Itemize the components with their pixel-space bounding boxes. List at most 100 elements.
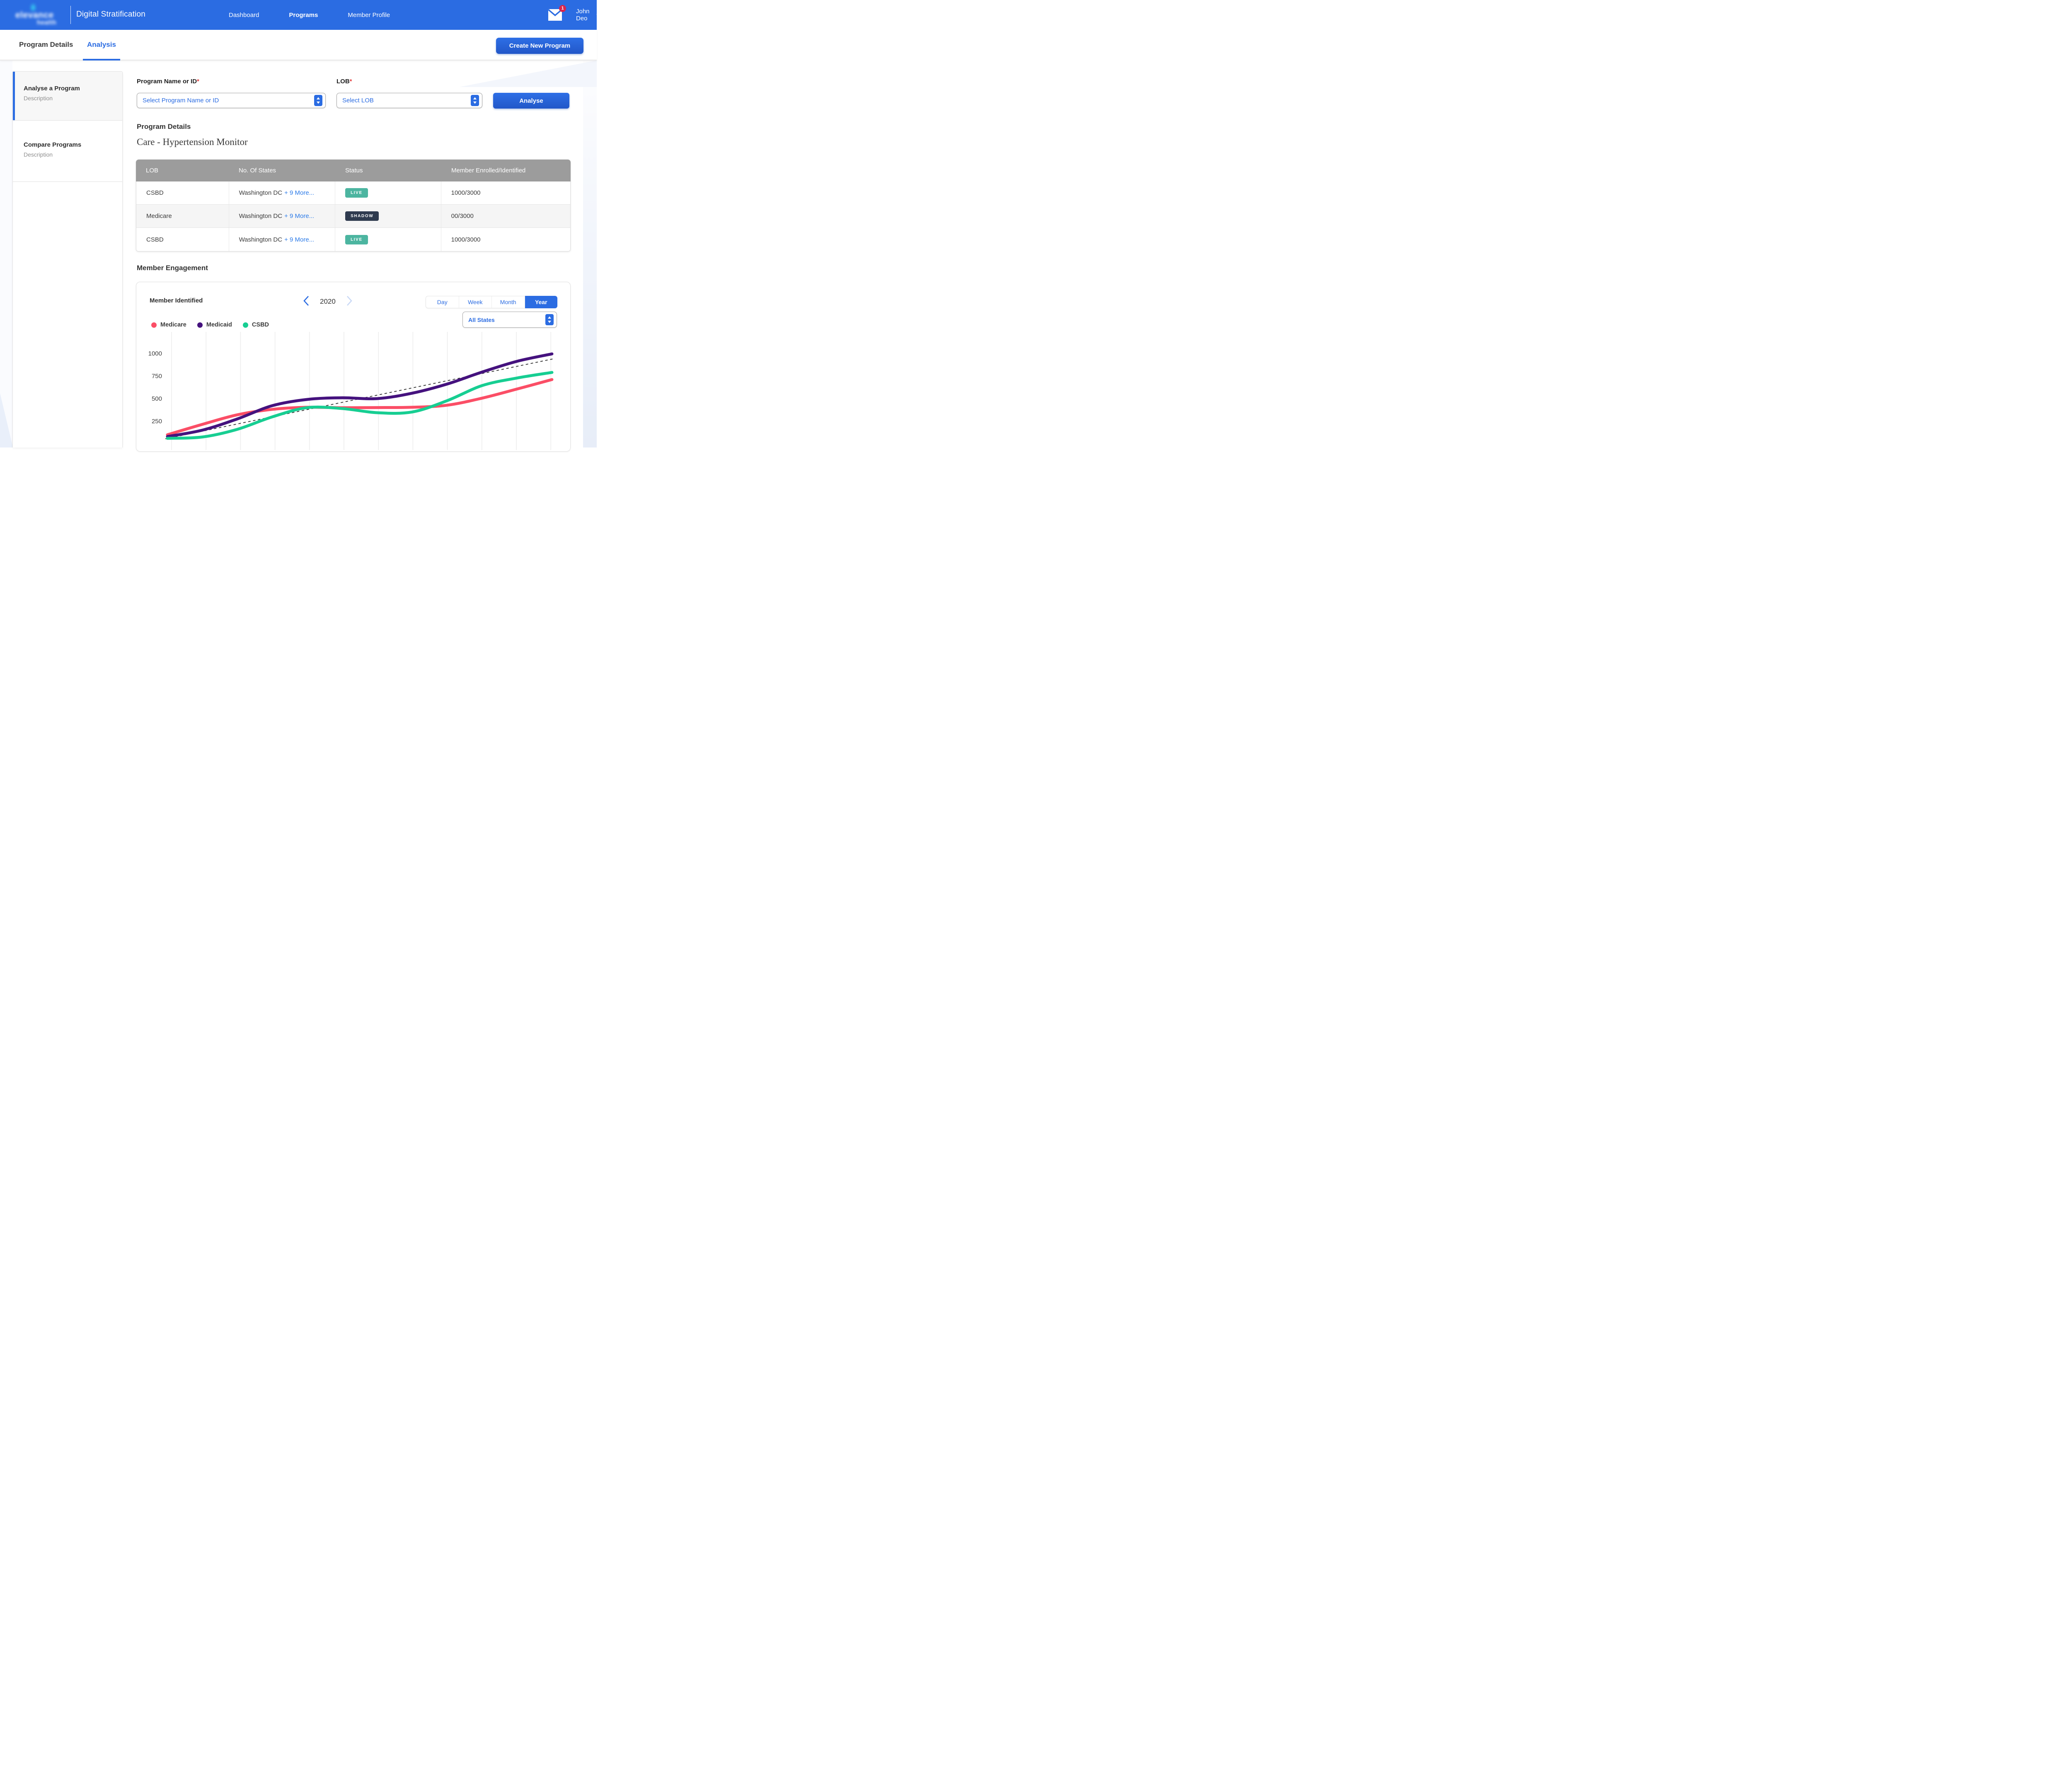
background-right-strip bbox=[583, 60, 597, 448]
tab-analysis[interactable]: Analysis bbox=[87, 41, 116, 48]
notification-badge: 1 bbox=[559, 5, 566, 12]
table-row: CSBD Washington DC + 9 More... LIVE 1000/300… bbox=[136, 228, 570, 251]
legend-label: Medicaid bbox=[206, 322, 232, 328]
next-year-button[interactable] bbox=[346, 295, 353, 308]
program-table-header: LOB No. Of States Status Member Enrolled/Id… bbox=[136, 160, 571, 181]
states-text: Washington DC bbox=[239, 213, 283, 220]
period-toggle: Day Week Month Year bbox=[426, 296, 557, 308]
status-badge: LIVE bbox=[345, 188, 368, 198]
background-left-strip bbox=[0, 60, 12, 448]
previous-year-button[interactable] bbox=[302, 295, 310, 308]
period-option-day[interactable]: Day bbox=[426, 296, 459, 308]
series-line-medicaid bbox=[166, 352, 554, 438]
tab-bar: Program Details Analysis Create New Prog… bbox=[0, 30, 597, 60]
states-filter-value: All States bbox=[468, 316, 495, 323]
year-navigator: 2020 bbox=[302, 295, 353, 308]
program-select-placeholder: Select Program Name or ID bbox=[143, 97, 219, 104]
select-spinner-icon bbox=[545, 314, 554, 325]
period-option-year[interactable]: Year bbox=[525, 296, 557, 308]
app-header: elevance health Digital Stratification D… bbox=[0, 0, 600, 30]
background-right-wedge bbox=[460, 60, 597, 87]
brand-logo-word1: elevance bbox=[15, 10, 54, 20]
user-menu[interactable]: John Deo bbox=[576, 0, 600, 30]
y-axis-tick-label: 1000 bbox=[148, 350, 162, 357]
engagement-chart-svg: 250 500 750 1000 bbox=[148, 332, 554, 450]
legend-item-csbd: CSBD bbox=[242, 322, 269, 328]
cell-members: 1000/3000 bbox=[451, 189, 481, 196]
legend-label: CSBD bbox=[252, 322, 269, 328]
tab-program-details[interactable]: Program Details bbox=[19, 41, 73, 48]
sidebar-item-title: Analyse a Program bbox=[24, 85, 80, 92]
nav-item-programs[interactable]: Programs bbox=[289, 11, 318, 19]
more-states-link[interactable]: + 9 More... bbox=[284, 213, 315, 220]
create-new-program-button[interactable]: Create New Program bbox=[496, 38, 583, 54]
sidebar-item-title: Compare Programs bbox=[24, 141, 82, 148]
legend-label: Medicare bbox=[160, 322, 186, 328]
sidebar-item-compare-programs[interactable]: Compare Programs Description bbox=[13, 121, 122, 182]
cell-members: 00/3000 bbox=[451, 213, 474, 220]
y-axis-tick-label: 500 bbox=[152, 395, 162, 402]
chevron-left-icon bbox=[303, 296, 309, 306]
period-option-month[interactable]: Month bbox=[492, 296, 525, 308]
sidebar-item-analyse-a-program[interactable]: Analyse a Program Description bbox=[13, 72, 122, 121]
more-states-link[interactable]: + 9 More... bbox=[284, 189, 315, 196]
chevron-right-icon bbox=[346, 296, 352, 306]
brand-logo: elevance health bbox=[15, 3, 65, 27]
chart-legend: Medicare Medicaid CSBD bbox=[151, 322, 269, 328]
main-nav: Dashboard Programs Member Profile bbox=[229, 0, 390, 30]
legend-dot bbox=[242, 322, 248, 328]
table-column-header: Status bbox=[345, 167, 363, 174]
table-row: Medicare Washington DC + 9 More... SHADOW 00… bbox=[136, 205, 570, 228]
table-column-header: No. Of States bbox=[239, 167, 276, 174]
cell-status: LIVE bbox=[335, 228, 441, 251]
brand-logo-flame-icon bbox=[31, 4, 35, 11]
states-text: Washington DC bbox=[239, 189, 283, 196]
program-details-heading: Program Details bbox=[137, 123, 191, 131]
table-row: CSBD Washington DC + 9 More... LIVE 1000/300… bbox=[136, 181, 570, 205]
program-select[interactable]: Select Program Name or ID bbox=[137, 93, 326, 108]
sidebar-item-description: Description bbox=[24, 95, 53, 102]
chart-title: Member Identified bbox=[150, 297, 203, 304]
program-name: Care - Hypertension Monitor bbox=[137, 137, 248, 147]
analyse-button[interactable]: Analyse bbox=[493, 93, 569, 109]
program-table-body: CSBD Washington DC + 9 More... LIVE 1000/300… bbox=[136, 181, 571, 252]
envelope-icon bbox=[547, 9, 563, 21]
select-spinner-icon bbox=[314, 95, 322, 106]
nav-item-member-profile[interactable]: Member Profile bbox=[348, 11, 390, 19]
user-name: John Deo bbox=[576, 8, 590, 22]
cell-lob: Medicare bbox=[136, 205, 229, 227]
more-states-link[interactable]: + 9 More... bbox=[284, 236, 315, 243]
period-option-week[interactable]: Week bbox=[459, 296, 492, 308]
trendline-dashed bbox=[165, 358, 554, 439]
year-label: 2020 bbox=[320, 297, 336, 305]
y-axis-tick-label: 250 bbox=[152, 418, 162, 425]
legend-dot bbox=[151, 322, 157, 328]
program-select-label-text: Program Name or ID bbox=[137, 78, 197, 85]
states-filter-select[interactable]: All States bbox=[462, 312, 557, 328]
cell-states: Washington DC + 9 More... bbox=[229, 205, 336, 227]
program-table: LOB No. Of States Status Member Enrolled/Id… bbox=[136, 160, 571, 252]
legend-item-medicare: Medicare bbox=[151, 322, 186, 328]
lob-select-placeholder: Select LOB bbox=[342, 97, 374, 104]
table-column-header: LOB bbox=[146, 167, 159, 174]
cell-states: Washington DC + 9 More... bbox=[229, 228, 336, 251]
brand-logo-word2: health bbox=[37, 19, 57, 26]
sidebar-item-description: Description bbox=[24, 151, 53, 158]
member-engagement-panel: Member Identified 2020 Day Week Month Year … bbox=[136, 282, 571, 452]
status-badge: LIVE bbox=[345, 235, 368, 244]
lob-select[interactable]: Select LOB bbox=[336, 93, 482, 108]
app-title: Digital Stratification bbox=[76, 10, 146, 19]
lob-select-label: LOB* bbox=[336, 78, 352, 85]
select-spinner-icon bbox=[471, 95, 479, 106]
header-divider bbox=[70, 6, 71, 24]
states-text: Washington DC bbox=[239, 236, 283, 243]
sidebar: Analyse a Program Description Compare Pr… bbox=[12, 71, 123, 448]
table-column-header: Member Enrolled/Identified bbox=[451, 167, 526, 174]
notifications-button[interactable]: 1 bbox=[547, 5, 566, 22]
cell-status: LIVE bbox=[335, 181, 441, 204]
series-line-csbd bbox=[166, 371, 554, 440]
required-asterisk: * bbox=[349, 78, 352, 85]
background-left-wedge bbox=[0, 394, 13, 448]
nav-item-dashboard[interactable]: Dashboard bbox=[229, 11, 259, 19]
chevron-down-icon bbox=[596, 14, 600, 16]
